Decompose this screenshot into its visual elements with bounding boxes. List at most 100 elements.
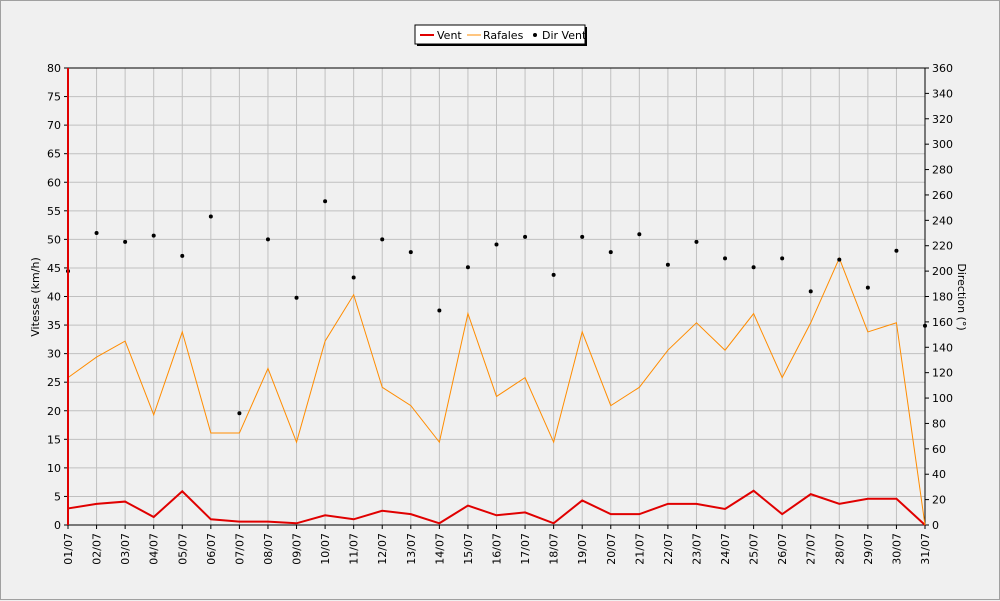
y-tick-label: 75 bbox=[47, 91, 61, 104]
point-dir-vent bbox=[551, 272, 556, 277]
y-axis-title: Vitesse (km/h) bbox=[29, 257, 42, 337]
y2-tick-label: 160 bbox=[932, 316, 953, 329]
legend-label-dir-vent: Dir Vent bbox=[542, 29, 587, 42]
y-tick-label: 80 bbox=[47, 62, 61, 75]
point-dir-vent bbox=[265, 237, 270, 242]
y2-tick-label: 60 bbox=[932, 443, 946, 456]
point-dir-vent bbox=[408, 250, 413, 255]
x-tick-label: 25/07 bbox=[748, 533, 761, 565]
point-dir-vent bbox=[380, 237, 385, 242]
y-axis-right: 0 20 40 60 80 100 120 140 160 180 200 220 240 260 280 3… bbox=[925, 62, 953, 532]
y2-tick-label: 300 bbox=[932, 138, 953, 151]
point-dir-vent bbox=[94, 231, 99, 236]
y-tick-label: 25 bbox=[47, 376, 61, 389]
y-tick-label: 0 bbox=[54, 519, 61, 532]
x-tick-label: 07/07 bbox=[233, 533, 246, 565]
point-dir-vent bbox=[494, 242, 499, 247]
y-tick-label: 20 bbox=[47, 405, 61, 418]
x-tick-label: 09/07 bbox=[291, 533, 304, 565]
y2-tick-label: 80 bbox=[932, 417, 946, 430]
y2-tick-label: 280 bbox=[932, 164, 953, 177]
point-dir-vent bbox=[351, 275, 356, 280]
point-dir-vent bbox=[437, 308, 442, 313]
y2-tick-label: 220 bbox=[932, 240, 953, 253]
point-dir-vent bbox=[837, 257, 842, 262]
point-dir-vent bbox=[323, 199, 328, 204]
y-tick-label: 65 bbox=[47, 148, 61, 161]
legend-label-vent: Vent bbox=[437, 29, 462, 42]
y2-tick-label: 20 bbox=[932, 494, 946, 507]
y2-tick-label: 40 bbox=[932, 468, 946, 481]
x-tick-label: 24/07 bbox=[719, 533, 732, 565]
x-tick-label: 22/07 bbox=[662, 533, 675, 565]
y-tick-label: 10 bbox=[47, 462, 61, 475]
x-tick-label: 13/07 bbox=[405, 533, 418, 565]
point-dir-vent bbox=[151, 233, 156, 238]
x-tick-label: 02/07 bbox=[91, 533, 104, 565]
x-tick-label: 06/07 bbox=[205, 533, 218, 565]
point-dir-vent bbox=[123, 239, 128, 244]
y-tick-label: 30 bbox=[47, 348, 61, 361]
point-dir-vent bbox=[465, 265, 470, 270]
y2-tick-label: 260 bbox=[932, 189, 953, 202]
x-tick-label: 21/07 bbox=[633, 533, 646, 565]
legend-box bbox=[414, 24, 586, 45]
y-tick-label: 55 bbox=[47, 205, 61, 218]
point-dir-vent bbox=[808, 289, 813, 294]
legend: Vent Rafales Dir Vent bbox=[414, 24, 587, 46]
x-tick-label: 12/07 bbox=[376, 533, 389, 565]
point-dir-vent bbox=[865, 285, 870, 290]
point-dir-vent bbox=[180, 253, 185, 258]
point-dir-vent bbox=[580, 234, 585, 239]
y2-tick-label: 360 bbox=[932, 62, 953, 75]
x-tick-label: 11/07 bbox=[348, 533, 361, 565]
series-line-vent bbox=[67, 489, 926, 526]
y2-tick-label: 340 bbox=[932, 87, 953, 100]
grid bbox=[67, 67, 926, 526]
x-tick-label: 31/07 bbox=[919, 533, 932, 565]
point-dir-vent bbox=[894, 248, 899, 253]
point-dir-vent bbox=[665, 262, 670, 267]
point-dir-vent bbox=[294, 295, 299, 300]
x-tick-label: 15/07 bbox=[462, 533, 475, 565]
x-tick-label: 14/07 bbox=[433, 533, 446, 565]
y2-tick-label: 0 bbox=[932, 519, 939, 532]
x-tick-label: 10/07 bbox=[319, 533, 332, 565]
y2-tick-label: 200 bbox=[932, 265, 953, 278]
series-line-rafales bbox=[67, 256, 926, 526]
x-tick-label: 17/07 bbox=[519, 533, 532, 565]
point-dir-vent bbox=[923, 323, 927, 328]
y-tick-label: 45 bbox=[47, 262, 61, 275]
x-tick-label: 19/07 bbox=[576, 533, 589, 565]
point-dir-vent bbox=[237, 411, 242, 416]
y2-tick-label: 120 bbox=[932, 367, 953, 380]
x-tick-label: 27/07 bbox=[805, 533, 818, 565]
x-tick-label: 26/07 bbox=[776, 533, 789, 565]
point-dir-vent bbox=[694, 239, 699, 244]
point-dir-vent bbox=[723, 256, 728, 261]
y-tick-label: 70 bbox=[47, 119, 61, 132]
x-tick-label: 01/07 bbox=[62, 533, 75, 565]
x-tick-label: 29/07 bbox=[862, 533, 875, 565]
y2-tick-label: 320 bbox=[932, 113, 953, 126]
x-tick-label: 23/07 bbox=[690, 533, 703, 565]
y2-axis-title: Direction (°) bbox=[955, 263, 968, 330]
x-axis: 01/07 02/07 03/07 04/07 05/07 06/07 07/07 08/07… bbox=[62, 525, 932, 565]
x-tick-label: 18/07 bbox=[548, 533, 561, 565]
y2-tick-label: 140 bbox=[932, 341, 953, 354]
y-tick-label: 35 bbox=[47, 319, 61, 332]
legend-label-rafales: Rafales bbox=[483, 29, 524, 42]
point-dir-vent bbox=[523, 234, 528, 239]
legend-swatch-dir-vent bbox=[533, 33, 537, 37]
point-dir-vent bbox=[637, 232, 642, 237]
point-dir-vent bbox=[751, 265, 756, 270]
y2-tick-label: 100 bbox=[932, 392, 953, 405]
y-tick-label: 40 bbox=[47, 291, 61, 304]
y-tick-label: 50 bbox=[47, 233, 61, 246]
x-tick-label: 28/07 bbox=[833, 533, 846, 565]
x-tick-label: 05/07 bbox=[176, 533, 189, 565]
x-tick-label: 08/07 bbox=[262, 533, 275, 565]
point-dir-vent bbox=[780, 256, 785, 261]
